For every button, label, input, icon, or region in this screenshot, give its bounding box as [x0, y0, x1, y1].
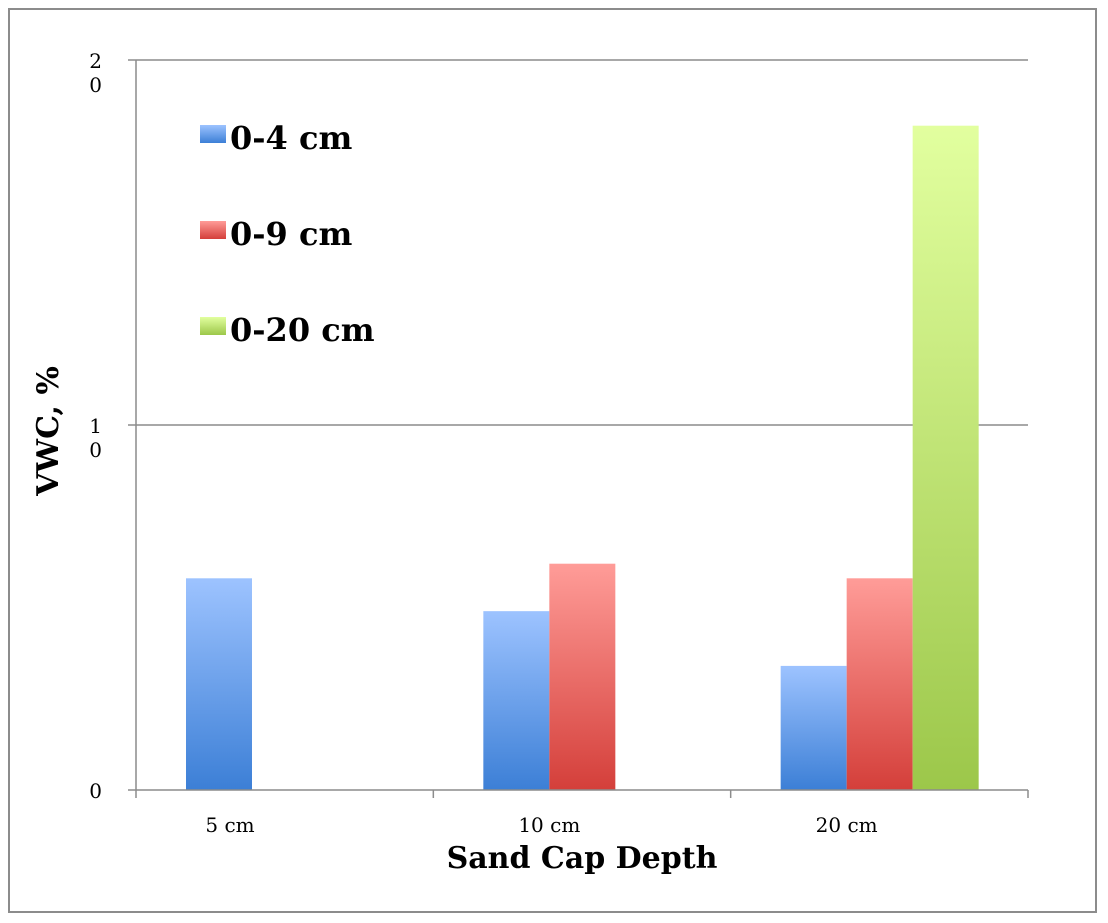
legend-label: 0-20 cm — [230, 311, 375, 349]
legend-label: 0-9 cm — [230, 215, 352, 253]
bar-0-4cm-10cm — [483, 611, 550, 790]
legend-label: 0-4 cm — [230, 119, 352, 157]
y-tick-labels: 0 1 0 2 0 — [89, 49, 102, 803]
bar-0-4cm-20cm — [780, 665, 847, 790]
x-axis-title: Sand Cap Depth — [447, 841, 718, 876]
bar-0-9cm-10cm — [549, 563, 616, 790]
x-tick-label: 5 cm — [205, 813, 254, 837]
legend-swatch — [200, 125, 226, 143]
bars — [186, 125, 979, 790]
x-tick-labels: 5 cm 10 cm 20 cm — [205, 813, 877, 837]
y-axis-title: VWC, % — [31, 366, 66, 497]
legend: 0-4 cm 0-9 cm 0-20 cm — [200, 119, 375, 349]
gridlines — [136, 59, 1028, 426]
bar-0-9cm-20cm — [846, 578, 913, 790]
legend-swatch — [200, 221, 226, 239]
x-tick-label: 20 cm — [816, 813, 878, 837]
x-tick-label: 10 cm — [518, 813, 580, 837]
legend-swatch — [200, 317, 226, 335]
axes — [128, 59, 1029, 798]
bar-0-4cm-5cm — [186, 578, 252, 790]
y-tick-label: 0 — [89, 779, 102, 803]
bar-0-20cm-20cm — [912, 125, 979, 790]
